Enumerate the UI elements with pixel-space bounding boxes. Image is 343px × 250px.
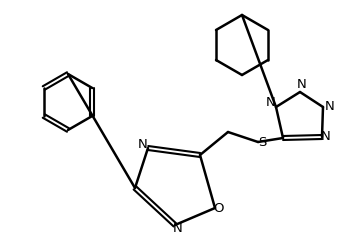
Text: N: N <box>321 130 331 143</box>
Text: N: N <box>138 138 148 150</box>
Text: N: N <box>266 96 276 110</box>
Text: O: O <box>214 202 224 214</box>
Text: N: N <box>173 222 183 234</box>
Text: S: S <box>258 136 266 148</box>
Text: N: N <box>297 78 307 92</box>
Text: N: N <box>325 100 335 114</box>
